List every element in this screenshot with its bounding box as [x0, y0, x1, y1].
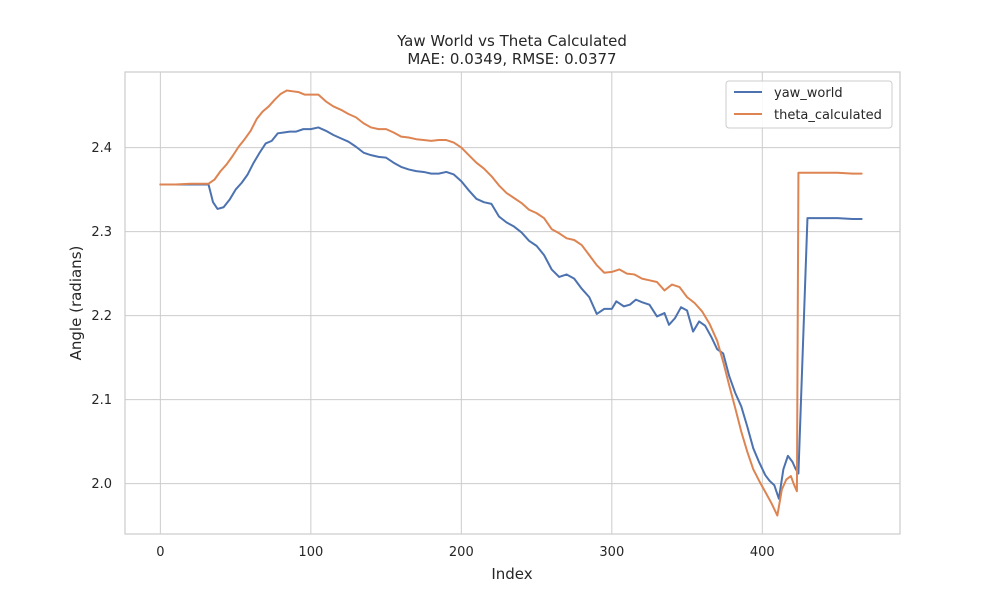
legend-label-yaw-world: yaw_world — [774, 86, 843, 101]
x-tick-label: 400 — [750, 545, 775, 560]
y-axis-label: Angle (radians) — [67, 246, 85, 361]
legend: yaw_world theta_calculated — [725, 80, 893, 129]
plot-area — [125, 72, 900, 534]
legend-box — [725, 80, 893, 129]
x-tick-label: 100 — [298, 545, 323, 560]
plot-frame — [124, 71, 901, 535]
legend-label-theta-calculated: theta_calculated — [774, 108, 882, 123]
y-tick-label: 2.1 — [91, 393, 112, 408]
series-line-yaw-world — [159, 126, 863, 500]
series-line-theta-calculated — [159, 89, 863, 517]
x-tick-label: 300 — [599, 545, 624, 560]
chart-subtitle: MAE: 0.0349, RMSE: 0.0377 — [407, 50, 616, 68]
x-tick-label: 0 — [156, 545, 164, 560]
x-tick-labels: 0 100 200 300 400 — [156, 545, 774, 560]
y-tick-label: 2.2 — [91, 309, 112, 324]
y-tick-label: 2.0 — [91, 477, 112, 492]
chart-title: Yaw World vs Theta Calculated — [396, 32, 627, 50]
y-tick-label: 2.4 — [91, 141, 112, 156]
series-lines — [159, 89, 863, 517]
y-tick-label: 2.3 — [91, 225, 112, 240]
x-axis-label: Index — [491, 565, 532, 583]
x-tick-label: 200 — [449, 545, 474, 560]
y-tick-labels: 2.0 2.1 2.2 2.3 2.4 — [91, 141, 112, 492]
